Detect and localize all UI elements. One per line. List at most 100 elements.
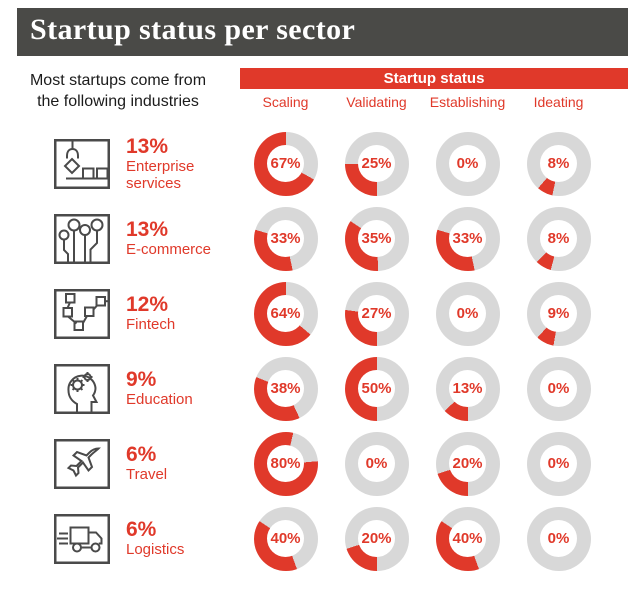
donut-ring: 25% xyxy=(344,131,409,196)
sector-share: 6% xyxy=(126,518,157,541)
donut-hole: 0% xyxy=(540,370,577,407)
status-column-labels: Scaling Validating Establishing Ideating xyxy=(240,94,604,110)
page-title: Startup status per sector xyxy=(30,13,356,46)
donut-scaling-travel: 80% xyxy=(240,431,331,496)
donut-ring: 8% xyxy=(526,131,591,196)
donut-ring: 40% xyxy=(253,506,318,571)
sector-icon-cell xyxy=(54,288,110,339)
sector-name: Logistics xyxy=(126,541,185,558)
donut-value: 35% xyxy=(361,230,392,247)
sector-name: Education xyxy=(126,391,193,408)
donut-establishing-logistics: 40% xyxy=(422,506,513,571)
donut-hole: 0% xyxy=(449,295,486,332)
donut-validating-enterprise-services: 25% xyxy=(331,131,422,196)
truck-icon xyxy=(54,513,110,564)
donut-ideating-fintech: 9% xyxy=(513,281,604,346)
donut-ideating-enterprise-services: 8% xyxy=(513,131,604,196)
donut-ring: 33% xyxy=(435,206,500,271)
donut-scaling-logistics: 40% xyxy=(240,506,331,571)
donut-hole: 0% xyxy=(540,520,577,557)
donut-ring: 0% xyxy=(526,506,591,571)
status-header: Startup status xyxy=(240,68,628,89)
donut-scaling-education: 38% xyxy=(240,356,331,421)
donut-ring: 64% xyxy=(253,281,318,346)
donut-establishing-fintech: 0% xyxy=(422,281,513,346)
donut-ring: 0% xyxy=(435,281,500,346)
donut-ideating-education: 0% xyxy=(513,356,604,421)
sector-name: Fintech xyxy=(126,316,176,333)
donut-hole: 33% xyxy=(267,220,304,257)
donut-validating-logistics: 20% xyxy=(331,506,422,571)
sector-name: Enterprise xyxy=(126,157,195,175)
donut-ring: 0% xyxy=(526,356,591,421)
donut-validating-fintech: 27% xyxy=(331,281,422,346)
donut-ideating-travel: 0% xyxy=(513,431,604,496)
sector-name: E-commerce xyxy=(126,241,212,258)
title-bar: Startup status per sector xyxy=(17,8,628,56)
sector-label-cell: 6% Logistics xyxy=(116,518,240,559)
donut-scaling-e-commerce: 33% xyxy=(240,206,331,271)
sector-row-logistics: 6% Logistics 40% 20% 40% 0% xyxy=(0,501,640,576)
donut-value: 80% xyxy=(270,455,301,472)
sector-row-travel: 6% Travel 80% 0% 20% 0% xyxy=(0,426,640,501)
sector-row-fintech: 12% Fintech 64% 27% 0% 9% xyxy=(0,276,640,351)
donut-hole: 80% xyxy=(267,445,304,482)
donut-value: 20% xyxy=(452,455,483,472)
donut-ring: 67% xyxy=(253,131,318,196)
intro-line-2: the following industries xyxy=(37,93,199,110)
sector-label-cell: 9% Education xyxy=(116,369,240,409)
donut-value: 33% xyxy=(452,230,483,247)
donut-hole: 25% xyxy=(358,145,395,182)
donut-ring: 38% xyxy=(253,356,318,421)
column-label-scaling: Scaling xyxy=(262,94,309,110)
donut-ring: 80% xyxy=(253,431,318,496)
donut-hole: 0% xyxy=(358,445,395,482)
donut-value: 25% xyxy=(361,155,392,172)
donut-ring: 0% xyxy=(435,131,500,196)
donut-establishing-education: 13% xyxy=(422,356,513,421)
sector-share: 12% xyxy=(126,293,169,316)
donut-ring: 20% xyxy=(344,506,409,571)
sector-icon-cell xyxy=(54,438,110,489)
donut-ring: 33% xyxy=(253,206,318,271)
donut-value: 9% xyxy=(547,305,570,322)
sector-rows: 13% Enterprise services 67% 25% 0% 8% 13% E-comm… xyxy=(0,126,640,576)
intro-text: Most startups come from the following in… xyxy=(8,70,228,112)
donut-value: 8% xyxy=(547,155,570,172)
donut-ideating-logistics: 0% xyxy=(513,506,604,571)
sector-name: services xyxy=(126,174,182,192)
sector-share: 6% xyxy=(126,443,157,466)
donut-value: 40% xyxy=(270,530,301,547)
donut-validating-e-commerce: 35% xyxy=(331,206,422,271)
donut-value: 38% xyxy=(270,380,301,397)
donut-ring: 27% xyxy=(344,281,409,346)
crane-claw-icon xyxy=(54,138,110,189)
donut-ring: 40% xyxy=(435,506,500,571)
donut-value: 8% xyxy=(547,230,570,247)
sector-row-education: 9% Education 38% 50% 13% 0% xyxy=(0,351,640,426)
sector-label-cell: 13% Enterprise services xyxy=(116,134,240,192)
donut-value: 40% xyxy=(452,530,483,547)
sector-icon-cell xyxy=(54,363,110,414)
donut-value: 50% xyxy=(361,380,392,397)
sector-share: 13% xyxy=(126,134,169,158)
donut-ring: 8% xyxy=(526,206,591,271)
donut-value: 0% xyxy=(365,455,388,472)
donut-establishing-enterprise-services: 0% xyxy=(422,131,513,196)
donut-hole: 64% xyxy=(267,295,304,332)
donut-value: 0% xyxy=(456,155,479,172)
column-label-validating: Validating xyxy=(346,94,407,110)
donut-hole: 38% xyxy=(267,370,304,407)
donut-scaling-fintech: 64% xyxy=(240,281,331,346)
sector-icon-cell xyxy=(54,513,110,564)
intro-line-1: Most startups come from xyxy=(29,72,207,89)
donut-establishing-travel: 20% xyxy=(422,431,513,496)
airplane-icon xyxy=(54,438,110,489)
donut-hole: 13% xyxy=(449,370,486,407)
head-gears-icon xyxy=(54,363,110,414)
sector-row-enterprise-services: 13% Enterprise services 67% 25% 0% 8% xyxy=(0,126,640,201)
donut-ring: 13% xyxy=(435,356,500,421)
sector-share: 13% xyxy=(126,218,169,241)
circuit-nodes-icon xyxy=(54,213,110,264)
